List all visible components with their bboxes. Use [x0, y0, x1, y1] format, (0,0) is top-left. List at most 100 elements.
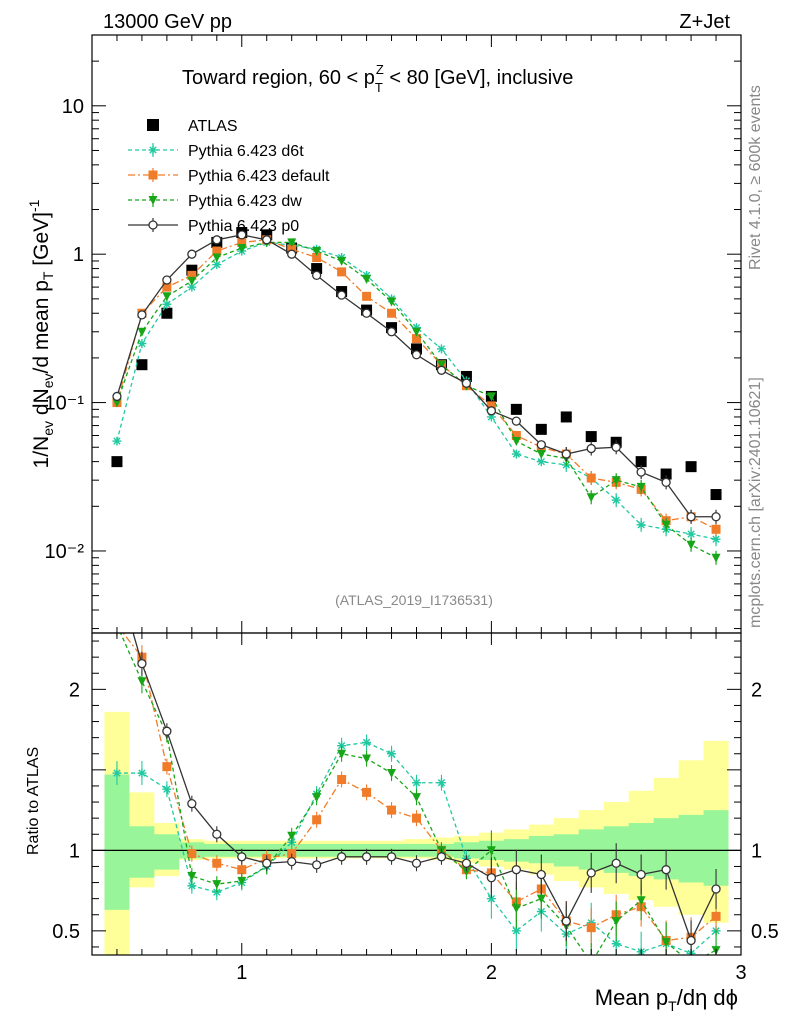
- ratio-point-pythia-6-423-p0-12: [411, 858, 422, 868]
- ratio-point-pythia-6-423-default-19: [586, 923, 596, 933]
- ratio-point-pythia-6-423-dw-20: [611, 917, 621, 927]
- point-pythia-6-423-dw-4: [212, 253, 222, 263]
- point-pythia-6-423-p0-18: [561, 449, 571, 459]
- point-pythia-6-423-dw-19: [586, 493, 596, 503]
- x-label-end: /dη dϕ: [677, 985, 738, 1010]
- chart-title: Toward region, 60 < pTZ < 80 [GeV], incl…: [182, 62, 573, 95]
- point-pythia-6-423-dw-13: [436, 360, 446, 370]
- legend-label-pythia-6-423-d6t: Pythia 6.423 d6t: [188, 143, 304, 160]
- ratio-band-inner: [104, 774, 729, 910]
- ratio-point-pythia-6-423-p0-24: [711, 884, 721, 894]
- header-left: 13000 GeV pp: [103, 11, 232, 33]
- ratio-point-pythia-6-423-p0-11: [386, 852, 397, 862]
- ratio-point-pythia-6-423-default-24: [711, 911, 721, 921]
- point-pythia-6-423-d6t-17: [536, 457, 546, 467]
- y-tick-label: 10⁻²: [45, 541, 85, 563]
- ratio-point-pythia-6-423-p0-13: [436, 852, 447, 862]
- ratio-point-pythia-6-423-p0-20: [611, 858, 621, 868]
- ratio-point-pythia-6-423-d6t-0: [112, 768, 122, 778]
- ratio-point-pythia-6-423-dw-19: [587, 959, 596, 968]
- ratio-point-pythia-6-423-d6t-10: [362, 737, 372, 747]
- legend-marker-pythia-6-423-p0: [148, 220, 158, 230]
- point-atlas-6: [261, 229, 273, 241]
- point-pythia-6-423-p0-3: [187, 249, 197, 259]
- ratio-point-pythia-6-423-dw-4: [212, 880, 222, 890]
- ratio-point-pythia-6-423-dw-23: [687, 959, 696, 968]
- point-pythia-6-423-d6t-1: [137, 339, 147, 349]
- ratio-point-pythia-6-423-d6t-16: [511, 926, 521, 936]
- point-atlas-17: [535, 423, 547, 435]
- point-pythia-6-423-default-7: [287, 244, 297, 254]
- point-pythia-6-423-d6t-0: [112, 436, 122, 446]
- ratio-point-pythia-6-423-p0-10: [361, 852, 372, 862]
- point-pythia-6-423-dw-20: [611, 476, 621, 486]
- ratio-tick-label-left: 2: [69, 679, 80, 701]
- x-tick-label: 1: [236, 962, 247, 984]
- point-atlas-23: [685, 461, 697, 473]
- ratio-point-pythia-6-423-p0-22: [661, 865, 671, 875]
- point-pythia-6-423-d6t-21: [636, 520, 646, 530]
- ratio-point-pythia-6-423-dw-3: [187, 872, 197, 882]
- ratio-tick-label-right: 1: [751, 840, 762, 862]
- series-line-pythia-6-423-d6t: [116, 241, 717, 540]
- legend-label-pythia-6-423-p0: Pythia 6.423 p0: [188, 218, 299, 235]
- y-tick-label: 10⁻¹: [45, 393, 85, 415]
- point-pythia-6-423-dw-10: [362, 274, 372, 284]
- ratio-point-pythia-6-423-d6t-1: [137, 768, 147, 778]
- ratio-point-pythia-6-423-dw-7: [287, 831, 297, 841]
- ratio-point-pythia-6-423-p0-14: [461, 858, 472, 868]
- ratio-point-pythia-6-423-dw-16: [511, 904, 521, 914]
- point-pythia-6-423-default-19: [586, 473, 596, 483]
- point-pythia-6-423-default-5: [237, 237, 247, 247]
- point-pythia-6-423-default-11: [387, 308, 397, 318]
- series-line-pythia-6-423-p0: [116, 234, 717, 518]
- point-pythia-6-423-dw-12: [412, 327, 421, 337]
- point-pythia-6-423-p0-13: [436, 365, 447, 375]
- ratio-point-pythia-6-423-d6t-13: [436, 778, 446, 788]
- ratio-point-pythia-6-423-p0-6: [262, 858, 272, 868]
- ratio-point-pythia-6-423-dw-15: [486, 846, 496, 856]
- point-pythia-6-423-dw-8: [312, 246, 322, 256]
- ratio-point-pythia-6-423-dw-22: [661, 938, 671, 948]
- point-pythia-6-423-dw-7: [287, 238, 297, 248]
- point-pythia-6-423-default-15: [486, 401, 496, 411]
- point-pythia-6-423-default-9: [337, 267, 347, 277]
- axes-layer: 1 2 3 10 1 10⁻¹ 10⁻² 2 2 1 1 0.5 0.5: [45, 34, 779, 984]
- point-pythia-6-423-p0-6: [262, 235, 272, 245]
- ratio-point-pythia-6-423-dw-9: [337, 749, 347, 759]
- ratio-point-pythia-6-423-default-8: [312, 815, 322, 825]
- x-tick-label: 3: [735, 962, 746, 984]
- title-sup: Z: [376, 62, 384, 77]
- title-pre: Toward region, 60 < p: [182, 67, 375, 89]
- point-atlas-8: [311, 263, 323, 275]
- point-pythia-6-423-p0-12: [411, 350, 422, 360]
- ratio-point-pythia-6-423-p0-15: [486, 873, 497, 883]
- ratio-point-pythia-6-423-p0-1: [137, 658, 147, 669]
- point-pythia-6-423-default-24: [711, 524, 721, 534]
- ratio-point-pythia-6-423-p0-7: [287, 856, 297, 867]
- point-pythia-6-423-p0-8: [312, 270, 322, 281]
- point-pythia-6-423-dw-3: [187, 276, 197, 286]
- ratio-y-label: Ratio to ATLAS: [25, 747, 42, 855]
- ratio-point-pythia-6-423-default-3: [187, 849, 197, 859]
- point-pythia-6-423-p0-15: [486, 406, 497, 416]
- ratio-point-pythia-6-423-p0-18: [561, 916, 571, 926]
- x-label-main: Mean p: [595, 985, 668, 1010]
- series-line-pythia-6-423-default: [116, 239, 717, 530]
- ratio-point-pythia-6-423-p0-19: [586, 868, 596, 878]
- ratio-point-pythia-6-423-p0-23: [686, 935, 696, 946]
- point-pythia-6-423-d6t-20: [611, 495, 621, 505]
- point-pythia-6-423-default-12: [412, 334, 421, 344]
- point-pythia-6-423-dw-17: [536, 449, 546, 459]
- point-pythia-6-423-p0-1: [137, 310, 147, 320]
- legend-marker-pythia-6-423-d6t: [148, 145, 158, 155]
- point-pythia-6-423-default-4: [212, 246, 222, 256]
- point-atlas-19: [585, 431, 597, 443]
- ratio-point-pythia-6-423-default-12: [412, 813, 421, 823]
- ratio-point-pythia-6-423-dw-12: [412, 793, 421, 803]
- ratio-point-pythia-6-423-default-5: [237, 865, 247, 875]
- ratio-tick-label-left: 1: [69, 840, 80, 862]
- ratio-point-pythia-6-423-default-9: [337, 775, 347, 785]
- ratio-point-pythia-6-423-dw-14: [461, 867, 471, 877]
